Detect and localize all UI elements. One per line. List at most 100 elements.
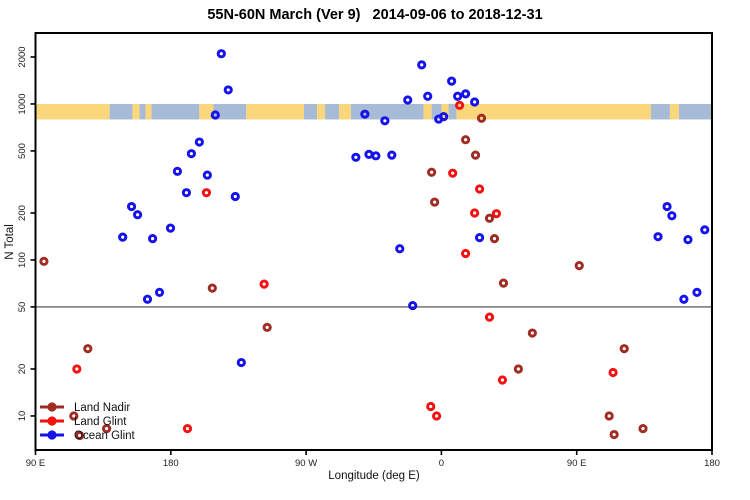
- data-point-land-nadir: [262, 322, 272, 332]
- y-tick-label: 2000: [17, 46, 28, 68]
- data-point-land-nadir: [498, 278, 509, 288]
- data-point-land-glint: [491, 209, 502, 219]
- data-point-ocean-glint: [408, 300, 418, 311]
- map-band-segment-ocean: [448, 103, 457, 120]
- y-tick-label: 500: [17, 142, 28, 159]
- chart-title: 55N-60N March (Ver 9) 2014-09-06 to 2018…: [207, 7, 543, 23]
- x-tick-label: 90 W: [295, 458, 318, 469]
- data-point-ocean-glint: [387, 150, 397, 160]
- data-point-ocean-glint: [165, 223, 176, 233]
- legend-item-land-glint: Land Glint: [40, 416, 127, 428]
- legend-label: Land Glint: [74, 416, 127, 428]
- data-point-land-nadir: [638, 423, 648, 434]
- data-point-ocean-glint: [202, 170, 212, 180]
- data-point-land-glint: [484, 312, 495, 322]
- data-point-ocean-glint: [470, 97, 480, 107]
- data-point-ocean-glint: [700, 225, 710, 235]
- x-tick-label: 180: [162, 458, 179, 469]
- map-band-segment-land: [669, 103, 679, 120]
- data-point-ocean-glint: [439, 111, 449, 122]
- x-tick-label: 0: [438, 458, 445, 469]
- data-point-ocean-glint: [132, 210, 143, 220]
- data-point-land-glint: [201, 188, 212, 198]
- data-point-land-nadir: [604, 411, 614, 421]
- data-point-ocean-glint: [351, 152, 361, 162]
- map-band-segment-land: [246, 103, 304, 120]
- map-band-segment-land: [35, 103, 110, 120]
- data-point-ocean-glint: [118, 232, 128, 242]
- data-point-land-glint: [474, 184, 485, 194]
- data-point-land-nadir: [489, 234, 500, 244]
- map-band-segment-land: [339, 103, 351, 120]
- data-point-land-glint: [497, 375, 508, 385]
- data-point-land-glint: [259, 279, 269, 289]
- data-point-ocean-glint: [447, 76, 457, 86]
- legend-marker-circle: [47, 430, 57, 440]
- data-point-ocean-glint: [172, 166, 183, 176]
- data-point-land-nadir: [75, 430, 85, 441]
- data-point-land-glint: [426, 401, 436, 412]
- data-point-land-nadir: [69, 411, 79, 421]
- data-point-ocean-glint: [662, 201, 672, 212]
- map-band-segment-land: [199, 103, 214, 120]
- data-point-ocean-glint: [360, 109, 370, 119]
- map-band-segment-ocean: [151, 103, 200, 120]
- data-point-ocean-glint: [679, 294, 689, 304]
- data-point-land-nadir: [609, 429, 619, 440]
- data-point-ocean-glint: [667, 211, 677, 221]
- data-point-land-nadir: [430, 197, 440, 207]
- data-point-ocean-glint: [126, 201, 137, 212]
- data-point-ocean-glint: [423, 91, 433, 101]
- data-point-land-glint: [461, 248, 471, 259]
- data-point-land-nadir: [102, 423, 112, 434]
- data-point-land-nadir: [470, 150, 481, 160]
- data-point-ocean-glint: [417, 60, 427, 70]
- x-tick-label: 180: [704, 458, 720, 469]
- data-point-ocean-glint: [380, 116, 390, 126]
- data-point-ocean-glint: [364, 149, 374, 159]
- data-point-ocean-glint: [453, 91, 463, 101]
- data-point-land-glint: [454, 100, 465, 110]
- map-band-segment-land: [317, 103, 326, 120]
- y-tick-label: 20: [17, 363, 28, 375]
- map-band-segment-ocean: [678, 103, 712, 120]
- data-point-ocean-glint: [683, 235, 693, 245]
- data-point-ocean-glint: [236, 357, 246, 368]
- map-band-segment-ocean: [431, 103, 442, 120]
- map-band-segment-ocean: [109, 103, 133, 120]
- data-point-ocean-glint: [223, 85, 233, 95]
- map-band-segment-land: [456, 103, 651, 120]
- data-point-land-nadir: [427, 167, 437, 177]
- legend-item-land-nadir: Land Nadir: [40, 402, 130, 414]
- data-point-land-glint: [72, 364, 82, 374]
- y-tick-label: 200: [17, 205, 28, 221]
- data-point-ocean-glint: [210, 110, 220, 120]
- data-point-land-nadir: [207, 283, 217, 293]
- y-tick-label: 50: [17, 301, 28, 313]
- data-point-ocean-glint: [142, 294, 153, 304]
- data-point-land-glint: [431, 411, 442, 421]
- y-tick-label: 1000: [17, 93, 28, 115]
- legend-marker-circle: [47, 402, 57, 412]
- data-point-land-glint: [608, 367, 618, 378]
- data-point-ocean-glint: [371, 151, 381, 161]
- x-axis-title: Longitude (deg E): [328, 470, 420, 482]
- data-point-ocean-glint: [395, 244, 405, 254]
- legend-label: Land Nadir: [74, 402, 130, 414]
- data-point-ocean-glint: [474, 233, 485, 243]
- data-point-land-nadir: [619, 344, 629, 354]
- data-point-ocean-glint: [653, 232, 663, 242]
- data-point-ocean-glint: [403, 95, 413, 105]
- data-point-ocean-glint: [154, 287, 165, 297]
- data-point-ocean-glint: [194, 137, 204, 147]
- x-tick-label: 90 E: [25, 458, 46, 469]
- data-point-ocean-glint: [692, 287, 702, 297]
- map-band-segment-ocean: [213, 103, 247, 120]
- map-band-segment-land: [423, 103, 432, 120]
- data-point-land-nadir: [513, 364, 523, 374]
- data-point-ocean-glint: [230, 191, 240, 202]
- legend-label: Ocean Glint: [74, 430, 136, 442]
- data-point-land-nadir: [39, 256, 49, 266]
